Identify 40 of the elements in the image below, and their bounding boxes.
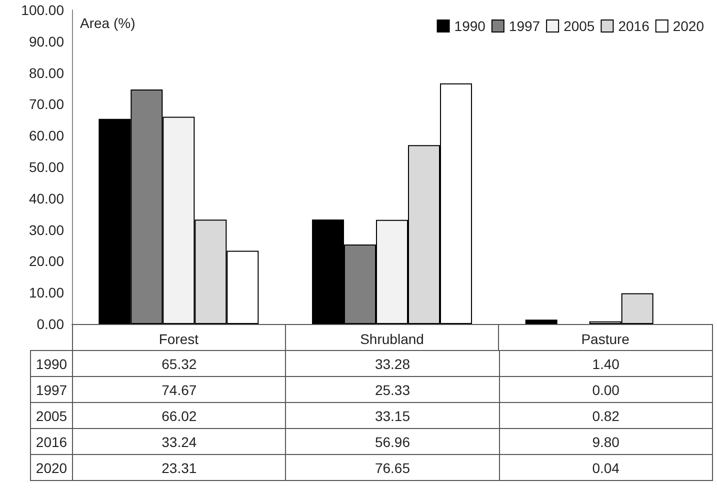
text: 2020 bbox=[36, 460, 68, 476]
legend-label: 2020 bbox=[672, 18, 704, 34]
data-label: 23.31 bbox=[72, 454, 286, 480]
x-tick-label: Forest bbox=[158, 331, 199, 347]
y-tick-label: 70.00 bbox=[28, 96, 64, 112]
data-label: 65.32 bbox=[72, 350, 286, 376]
y-tick-label: 60.00 bbox=[28, 128, 64, 144]
data-label: 9.80 bbox=[499, 428, 712, 454]
y-tick-label: 30.00 bbox=[28, 222, 64, 238]
y-tick-label: 50.00 bbox=[28, 159, 64, 175]
y-tick-label: 0.00 bbox=[36, 316, 64, 332]
text: 2016 bbox=[36, 434, 68, 450]
y-tick-label: 80.00 bbox=[28, 64, 64, 81]
data-label: 0.00 bbox=[499, 376, 712, 402]
y-tick-label: 10.00 bbox=[28, 284, 64, 301]
y-tick-label: 100.00 bbox=[21, 2, 64, 18]
data-label: 25.33 bbox=[286, 376, 500, 402]
data-label: 0.04 bbox=[499, 454, 712, 480]
x-tick-label: Shrubland bbox=[360, 331, 424, 347]
y-tick-label: 40.00 bbox=[28, 190, 64, 206]
data-label: 1.40 bbox=[499, 350, 712, 376]
text: 1997 bbox=[36, 382, 68, 398]
data-label: 56.96 bbox=[286, 428, 500, 454]
data-label: 74.67 bbox=[72, 376, 286, 402]
data-label: 33.15 bbox=[286, 402, 500, 428]
y-tick-label: 20.00 bbox=[28, 253, 64, 270]
legend-label: 2016 bbox=[618, 18, 650, 34]
data-label: 0.82 bbox=[499, 402, 712, 428]
text: 2005 bbox=[36, 408, 68, 424]
x-tick-label: Pasture bbox=[581, 331, 630, 347]
y-tick-label: 90.00 bbox=[28, 33, 64, 50]
data-label: 76.65 bbox=[286, 454, 500, 480]
y-axis-title: Area (%) bbox=[80, 15, 136, 31]
legend-label: 2005 bbox=[564, 18, 595, 34]
data-label: 66.02 bbox=[72, 402, 286, 428]
legend-label: 1990 bbox=[454, 18, 486, 34]
data-label: 33.24 bbox=[72, 428, 286, 454]
legend-label: 1997 bbox=[508, 18, 540, 34]
text: 1990 bbox=[36, 356, 68, 372]
data-label: 33.28 bbox=[286, 350, 500, 376]
